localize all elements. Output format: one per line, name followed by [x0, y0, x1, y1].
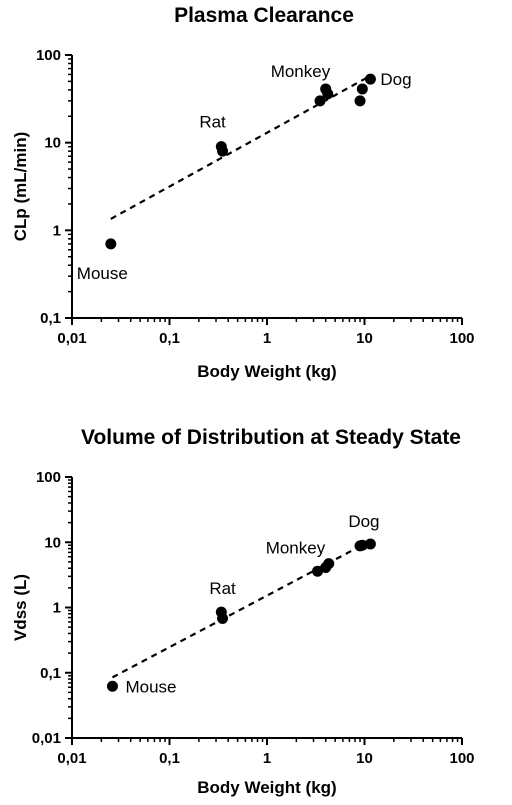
y-tick-label: 10: [44, 135, 61, 152]
data-point: [314, 95, 326, 107]
x-tick-label: 1: [263, 330, 271, 347]
data-point: [322, 88, 334, 100]
x-tick-label: 0,1: [159, 750, 180, 767]
fit-line: [110, 74, 371, 220]
x-tick-label: 1: [263, 750, 271, 767]
y-tick-label: 0,1: [40, 310, 61, 327]
x-tick-label: 10: [356, 750, 373, 767]
annotation-monkey: Monkey: [271, 62, 331, 81]
x-tick-label: 100: [449, 750, 474, 767]
x-tick-label: 10: [356, 330, 373, 347]
x-tick-label: 0,01: [57, 330, 86, 347]
annotation-dog: Dog: [348, 512, 379, 531]
chart-title: Volume of Distribution at Steady State: [81, 426, 461, 449]
annotation-mouse: Mouse: [77, 264, 128, 283]
annotation-dog: Dog: [380, 70, 411, 89]
x-axis-label: Body Weight (kg): [197, 362, 336, 381]
y-tick-label: 1: [53, 600, 61, 617]
data-point: [105, 238, 117, 250]
x-tick-label: 0,01: [57, 750, 86, 767]
chart-panel-2: Volume of Distribution at Steady State 0,…: [11, 426, 475, 797]
y-tick-label: 100: [36, 47, 61, 64]
y-tick-label: 0,1: [40, 665, 61, 682]
annotation-mouse: Mouse: [125, 677, 176, 696]
chart-title: Plasma Clearance: [174, 4, 354, 27]
chart-panel-1: Plasma Clearance 0,1 1 10 100 0,01 0,1 1 10 100 Bo…: [11, 4, 475, 381]
data-point: [364, 73, 376, 85]
y-tick-label: 100: [36, 469, 61, 486]
y-tick-label: 0,01: [32, 730, 61, 747]
data-point: [356, 83, 368, 95]
data-point: [354, 95, 366, 107]
data-point: [217, 612, 229, 624]
annotation-rat: Rat: [199, 113, 226, 132]
y-axis-label: Vdss (L): [11, 574, 30, 641]
annotation-monkey: Monkey: [266, 539, 326, 558]
data-point: [364, 538, 376, 550]
data-point: [106, 680, 118, 692]
y-axis-label: CLp (mL/min): [11, 132, 30, 242]
x-tick-label: 0,1: [159, 330, 180, 347]
x-tick-label: 100: [449, 330, 474, 347]
data-point: [356, 539, 368, 551]
y-tick-label: 1: [53, 222, 61, 239]
data-point: [323, 558, 335, 570]
annotation-rat: Rat: [209, 579, 236, 598]
x-axis-label: Body Weight (kg): [197, 778, 336, 797]
y-tick-label: 10: [44, 534, 61, 551]
data-point: [217, 145, 229, 157]
